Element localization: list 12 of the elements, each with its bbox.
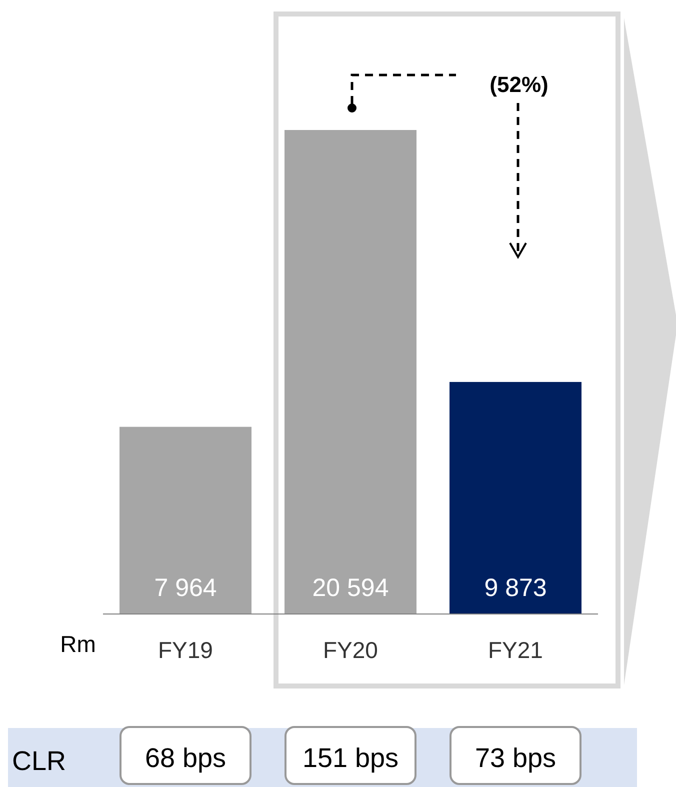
- text: 151 bps: [302, 743, 399, 773]
- text: 68 bps: [144, 743, 226, 773]
- data-label: 9 873: [484, 574, 547, 602]
- x-tick-label: FY19: [158, 637, 213, 663]
- text: CLR: [12, 746, 66, 776]
- x-tick-label: FY20: [323, 637, 378, 663]
- text: 73 bps: [474, 743, 556, 773]
- text: (52%): [490, 72, 548, 97]
- data-label: 20 594: [312, 574, 389, 602]
- y-axis-title: Rm: [60, 631, 96, 657]
- data-label: 7 964: [154, 574, 217, 602]
- x-tick-label: FY21: [488, 637, 543, 663]
